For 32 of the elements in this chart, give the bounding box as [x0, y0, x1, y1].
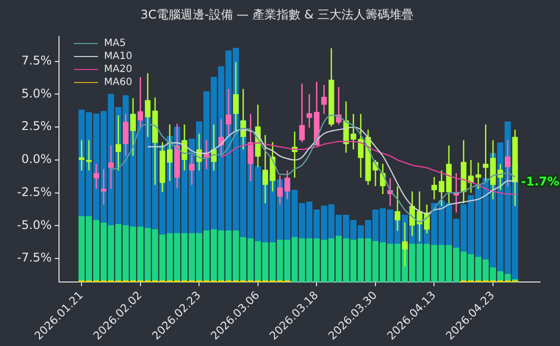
candlestick [188, 154, 195, 186]
candlestick [284, 170, 290, 200]
y-tick-label: 7.5% [21, 53, 52, 68]
candlestick [306, 94, 312, 128]
candlestick [233, 61, 239, 132]
candlestick [122, 113, 128, 157]
candlestick [431, 176, 438, 200]
candlestick [321, 84, 327, 115]
candlestick [277, 175, 283, 206]
legend-label: MA10 [104, 51, 132, 62]
candlestick [299, 83, 305, 143]
legend-label: MA20 [104, 64, 132, 75]
candlestick [358, 113, 364, 178]
y-tick-label: -7.5% [16, 250, 52, 265]
candlestick [226, 88, 232, 136]
y-tick-label: 2.5% [21, 119, 52, 134]
y-tick-label: -5.0% [16, 218, 52, 232]
candlestick [100, 168, 106, 206]
chart-title: 3C電腦週邊-設備 — 產業指數 & 三大法人籌碼堆疊 [140, 7, 414, 22]
y-tick-label: 0.0% [21, 152, 52, 166]
text: -1.7% [521, 174, 560, 188]
y-tick-label: -2.5% [16, 184, 52, 199]
candlestick [93, 163, 100, 190]
candlestick [108, 144, 114, 190]
candlestick [86, 140, 92, 172]
candlestick [78, 140, 84, 172]
legend-label: MA5 [104, 38, 126, 49]
candlestick [116, 114, 122, 172]
candlestick [138, 76, 144, 130]
legend-label: MA60 [104, 77, 132, 88]
y-tick-label: 5.0% [21, 86, 52, 100]
candlestick [504, 140, 510, 187]
